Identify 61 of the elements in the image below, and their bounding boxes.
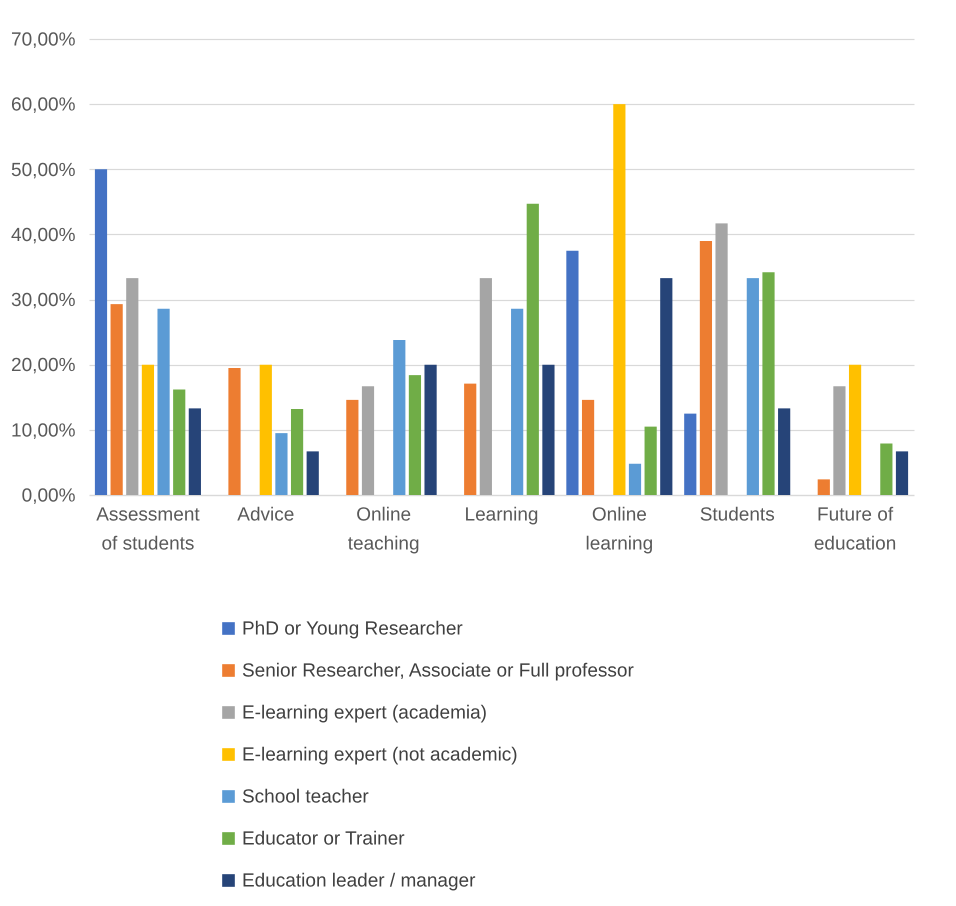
- bar: [613, 104, 626, 495]
- bar: [896, 451, 908, 495]
- bar: [424, 364, 437, 495]
- bar: [408, 375, 422, 495]
- bar: [362, 386, 374, 495]
- bar: [833, 386, 846, 495]
- bar: [511, 308, 524, 495]
- bar: [126, 278, 138, 495]
- bar: [306, 451, 319, 495]
- y-tick-label: 70,00%: [11, 30, 76, 50]
- y-tick-label: 40,00%: [11, 224, 76, 246]
- bar: [684, 414, 696, 495]
- y-tick-label: 10,00%: [11, 420, 76, 442]
- bar: [582, 400, 594, 495]
- legend-label: School teacher: [242, 786, 370, 808]
- x-tick-label: Students: [700, 504, 775, 526]
- bar: [110, 304, 123, 495]
- bar: [700, 240, 712, 495]
- legend-label: Educator or Trainer: [242, 828, 406, 850]
- bar: [880, 444, 892, 495]
- bar: [746, 278, 759, 495]
- bar: [173, 389, 186, 495]
- x-tick-label: Assessment of students: [96, 504, 200, 554]
- bar: [94, 169, 108, 495]
- bar: [715, 223, 728, 495]
- y-tick-label: 20,00%: [11, 355, 76, 376]
- bar: [480, 278, 492, 495]
- bar: [818, 479, 830, 495]
- bar: [228, 368, 241, 495]
- bar: [346, 400, 358, 495]
- x-tick-label: Advice: [237, 504, 294, 526]
- bar: [260, 364, 272, 495]
- bar: [848, 364, 862, 495]
- bar: [157, 308, 170, 495]
- bar: [628, 464, 642, 495]
- legend-label: Senior Researcher, Associate or Full professor: [242, 660, 634, 682]
- bar: [188, 408, 201, 495]
- bar: [275, 433, 288, 495]
- x-tick-label: Future of education: [814, 504, 896, 554]
- bar: [290, 409, 304, 495]
- bar: [566, 250, 579, 495]
- x-tick-label: Learning: [464, 504, 538, 526]
- legend-label: E-learning expert (academia): [242, 702, 488, 724]
- legend-label: E-learning expert (not academic): [242, 744, 518, 766]
- x-tick-label: Online teaching: [348, 504, 420, 554]
- bar: [762, 272, 775, 495]
- y-tick-label: 50,00%: [11, 160, 76, 181]
- legend-label: PhD or Young Researcher: [242, 618, 464, 640]
- bar: [142, 364, 154, 495]
- y-tick-label: 30,00%: [11, 290, 76, 312]
- bar: [464, 384, 476, 495]
- bar: [393, 340, 406, 495]
- bar: [526, 204, 539, 495]
- x-tick-label: Online learning: [586, 504, 654, 554]
- bar: [660, 278, 672, 495]
- y-tick-label: 60,00%: [11, 94, 76, 116]
- bar: [778, 408, 790, 495]
- bar: [644, 426, 657, 495]
- bar: [542, 364, 555, 495]
- y-tick-label: 0,00%: [22, 486, 76, 506]
- legend-label: Education leader / manager: [242, 870, 476, 892]
